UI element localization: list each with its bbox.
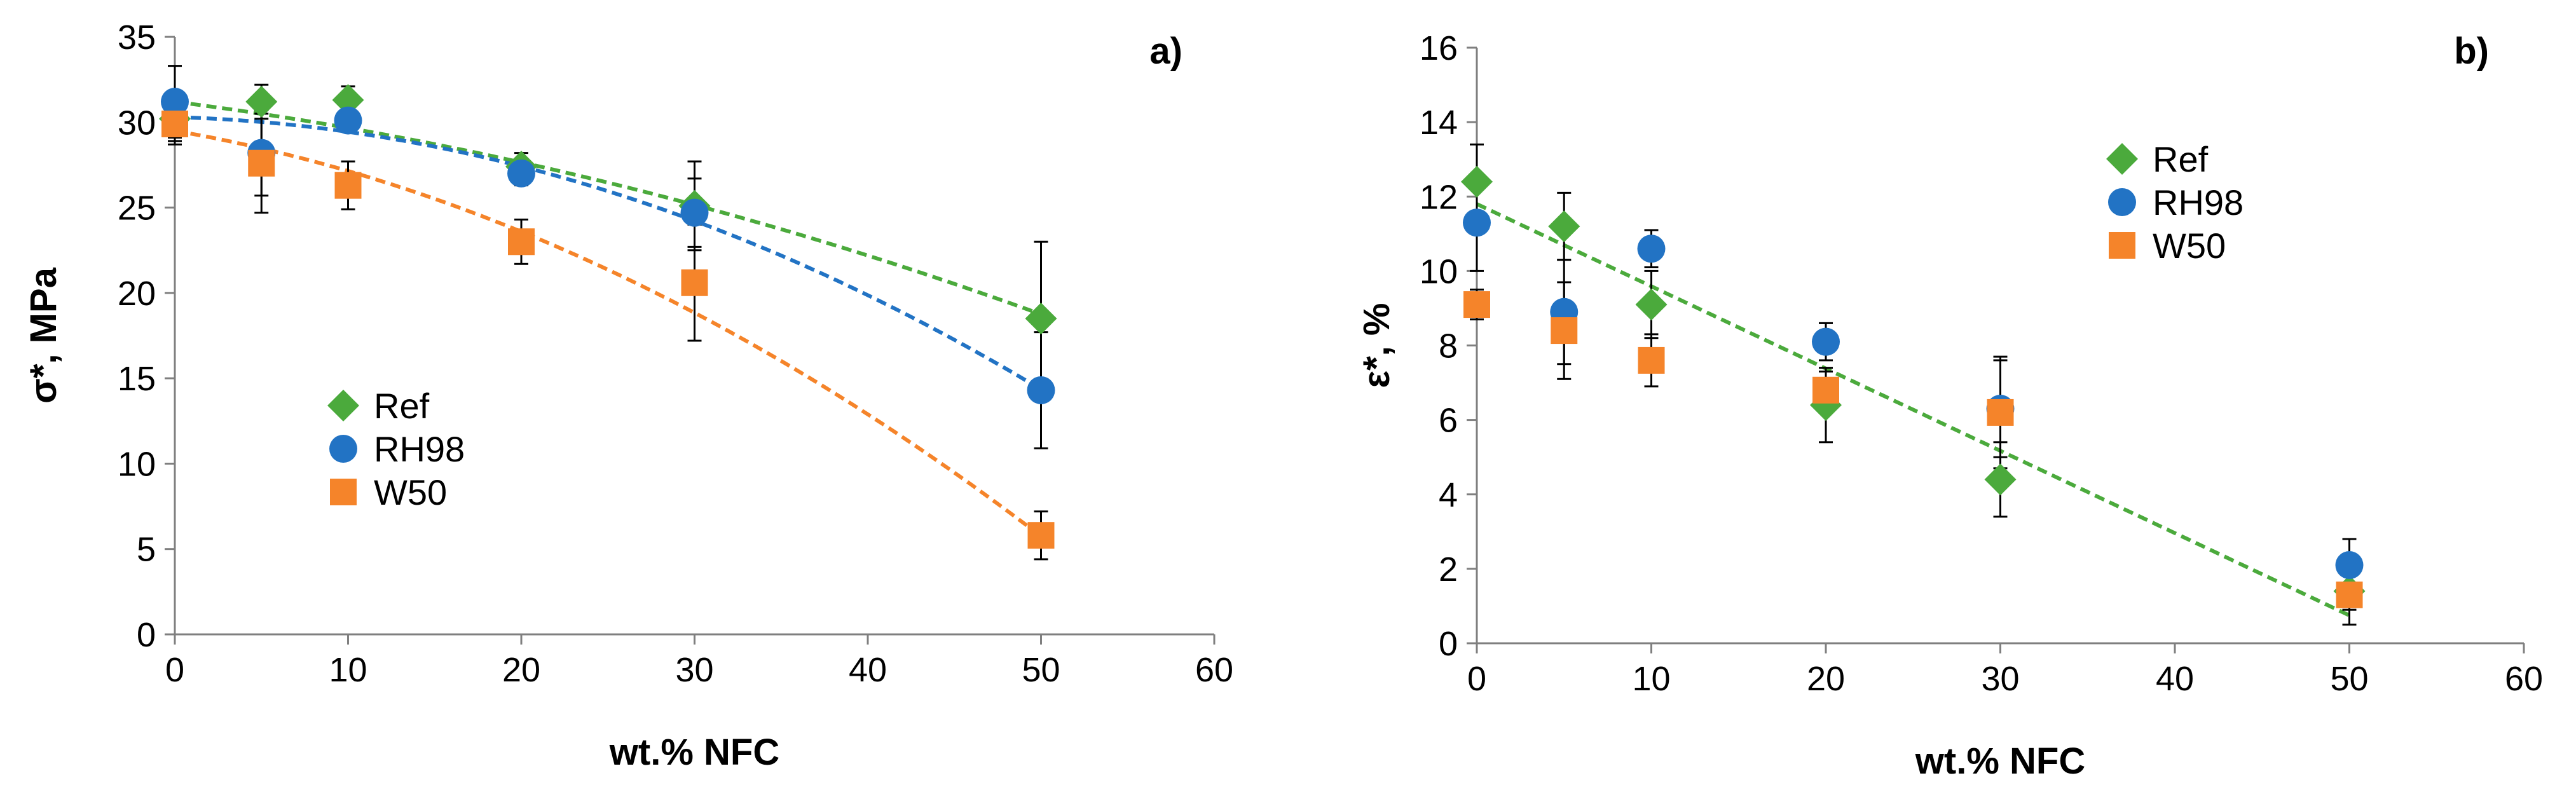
x-tick-label: 50	[2330, 660, 2368, 698]
data-point-rh98	[1027, 376, 1055, 404]
x-tick-label: 60	[1195, 651, 1233, 689]
data-point-w50	[1027, 522, 1055, 549]
data-point-ref	[1461, 165, 1493, 198]
y-tick-label: 16	[1420, 29, 1458, 67]
y-tick-label: 5	[137, 531, 156, 569]
data-point-ref	[1635, 289, 1668, 321]
y-tick-label: 0	[1439, 625, 1458, 663]
x-tick-label: 40	[2156, 660, 2194, 698]
x-tick-label: 50	[1022, 651, 1060, 689]
trendline-w50	[174, 128, 1043, 538]
data-point-rh98	[680, 198, 709, 227]
legend-marker-rh98	[329, 435, 357, 463]
data-point-w50	[1551, 317, 1578, 345]
y-tick-label: 10	[1420, 252, 1458, 290]
y-tick-label: 2	[1439, 550, 1458, 589]
trendline-ref	[174, 100, 1042, 317]
x-tick-label: 10	[1632, 660, 1670, 698]
data-point-rh98	[334, 106, 362, 135]
y-tick-label: 35	[118, 18, 156, 57]
data-point-w50	[248, 149, 275, 177]
data-point-w50	[1812, 376, 1839, 404]
x-tick-label: 40	[849, 651, 887, 689]
legend-label-ref: Ref	[374, 386, 430, 426]
data-point-w50	[2336, 581, 2363, 608]
data-point-w50	[1987, 399, 2014, 426]
data-point-rh98	[507, 159, 535, 188]
legend-label-ref: Ref	[2153, 139, 2209, 179]
x-tick-label: 20	[502, 651, 540, 689]
data-point-ref	[332, 84, 364, 116]
data-point-ref	[245, 86, 278, 118]
data-point-ref	[1984, 463, 2017, 496]
data-point-w50	[1463, 291, 1490, 318]
panel-label: b)	[2454, 31, 2489, 72]
y-tick-label: 8	[1439, 327, 1458, 365]
data-point-w50	[334, 172, 362, 199]
data-point-w50	[508, 228, 535, 256]
data-point-rh98	[1812, 327, 1840, 356]
trendline-ref	[1476, 202, 2350, 617]
data-point-rh98	[1463, 208, 1491, 237]
x-tick-label: 10	[329, 651, 367, 689]
data-point-rh98	[2335, 551, 2364, 580]
x-tick-label: 30	[675, 651, 713, 689]
legend-marker-rh98	[2108, 188, 2136, 216]
x-tick-label: 0	[165, 651, 184, 689]
y-axis-title: ε*, %	[1356, 303, 1397, 388]
y-axis-title: σ*, MPa	[23, 267, 64, 403]
data-point-ref	[1548, 210, 1580, 243]
data-point-rh98	[1637, 235, 1666, 263]
y-tick-label: 15	[118, 360, 156, 398]
legend-label-rh98: RH98	[2153, 182, 2244, 222]
legend-marker-w50	[2109, 232, 2135, 259]
legend-label-w50: W50	[374, 472, 447, 512]
x-tick-label: 30	[1981, 660, 2019, 698]
panel-a-chart: 0 5 10 15 20 25 30 35 0 10 20 30 40 50 60 wt.% NFC σ*, M…	[23, 18, 1233, 773]
panel-label: a)	[1149, 31, 1182, 72]
x-tick-label: 20	[1807, 660, 1845, 698]
data-point-w50	[161, 110, 188, 137]
x-tick-label: 0	[1467, 660, 1486, 698]
legend-marker-w50	[330, 479, 357, 505]
panel-b-chart: 0 2 4 6 8 10 12 14 16 0 10 20 30 40 50 60 wt.% NFC ε*, % b…	[1356, 29, 2543, 782]
trendline-rh98	[174, 115, 1043, 392]
y-tick-label: 14	[1420, 104, 1458, 142]
y-tick-label: 20	[118, 275, 156, 313]
x-axis-title: wt.% NFC	[609, 732, 779, 773]
data-point-w50	[681, 269, 708, 296]
y-tick-label: 6	[1439, 402, 1458, 440]
x-tick-label: 60	[2505, 660, 2543, 698]
y-tick-label: 0	[137, 616, 156, 654]
legend-label-w50: W50	[2153, 226, 2226, 266]
y-tick-label: 30	[118, 104, 156, 142]
legend-marker-ref	[327, 390, 359, 421]
data-point-w50	[1638, 346, 1665, 374]
legend-label-rh98: RH98	[374, 429, 465, 469]
data-point-rh98	[161, 88, 189, 116]
y-tick-label: 12	[1420, 178, 1458, 216]
y-tick-label: 10	[118, 445, 156, 483]
x-axis-title: wt.% NFC	[1915, 741, 2085, 782]
legend-marker-ref	[2106, 143, 2138, 175]
y-tick-label: 25	[118, 189, 156, 228]
y-tick-label: 4	[1439, 476, 1458, 514]
data-point-ref	[1025, 303, 1057, 335]
